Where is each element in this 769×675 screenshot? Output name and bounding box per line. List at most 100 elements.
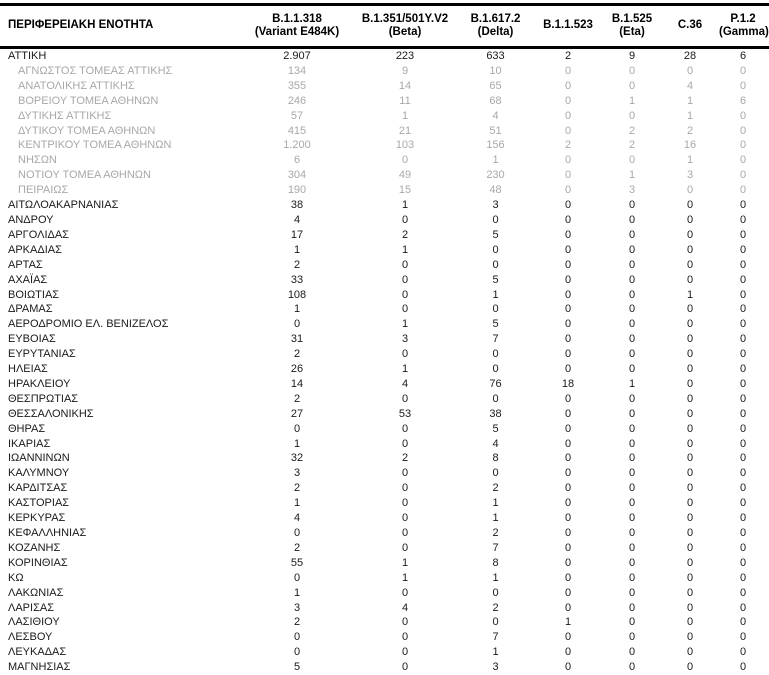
value-cell: 0 [456,347,535,362]
value-cell: 1 [456,288,535,303]
value-cell: 0 [456,392,535,407]
value-cell: 0 [663,466,717,481]
value-cell: 17 [240,228,354,243]
value-cell: 0 [663,392,717,407]
value-cell: 0 [717,541,769,556]
value-cell: 0 [663,273,717,288]
value-cell: 4 [456,109,535,124]
value-cell: 0 [354,422,456,437]
value-cell: 0 [535,332,601,347]
value-cell: 0 [354,213,456,228]
value-cell: 0 [535,481,601,496]
value-cell: 0 [663,183,717,198]
value-cell: 0 [535,392,601,407]
column-header-label: P.1.2 [730,13,755,25]
value-cell: 0 [717,645,769,660]
value-cell: 0 [535,451,601,466]
value-cell: 0 [535,183,601,198]
value-cell: 2 [240,541,354,556]
value-cell: 5 [456,317,535,332]
value-cell: 0 [663,571,717,586]
region-name-cell: ΚΕΝΤΡΙΚΟΥ ΤΟΜΕΑ ΑΘΗΝΩΝ [0,138,240,153]
region-name-cell: ΘΗΡΑΣ [0,422,240,437]
region-name-cell: ΚΟΡΙΝΘΙΑΣ [0,556,240,571]
value-cell: 1 [456,153,535,168]
value-cell: 51 [456,124,535,139]
value-cell: 0 [456,213,535,228]
value-cell: 0 [535,630,601,645]
value-cell: 0 [601,437,663,452]
value-cell: 14 [240,377,354,392]
value-cell: 103 [354,138,456,153]
region-name-cell: ΚΑΡΔΙΤΣΑΣ [0,481,240,496]
value-cell: 0 [535,586,601,601]
value-cell: 5 [456,273,535,288]
value-cell: 0 [717,183,769,198]
region-name-cell: ΑΡΤΑΣ [0,258,240,273]
value-cell: 0 [601,347,663,362]
value-cell: 0 [717,422,769,437]
region-name-cell: ΛΑΣΙΘΙΟΥ [0,615,240,630]
value-cell: 0 [717,466,769,481]
value-cell: 0 [663,601,717,616]
value-cell: 0 [535,347,601,362]
value-cell: 0 [717,198,769,213]
value-cell: 0 [601,407,663,422]
value-cell: 0 [535,273,601,288]
value-cell: 5 [456,228,535,243]
value-cell: 0 [663,258,717,273]
value-cell: 0 [601,556,663,571]
value-cell: 0 [535,556,601,571]
value-cell: 0 [717,362,769,377]
value-cell: 0 [717,273,769,288]
value-cell: 57 [240,109,354,124]
value-cell: 0 [535,258,601,273]
value-cell: 0 [601,615,663,630]
value-cell: 0 [717,138,769,153]
value-cell: 0 [717,556,769,571]
value-cell: 0 [456,258,535,273]
column-header-b16172: B.1.617.2 (Delta) [456,5,535,48]
value-cell: 7 [456,541,535,556]
value-cell: 7 [456,332,535,347]
region-name-cell: ΑΝΔΡΟΥ [0,213,240,228]
value-cell: 0 [240,422,354,437]
value-cell: 0 [663,541,717,556]
value-cell: 2 [456,601,535,616]
value-cell: 246 [240,94,354,109]
value-cell: 0 [601,645,663,660]
value-cell: 1 [601,94,663,109]
value-cell: 0 [535,407,601,422]
value-cell: 0 [663,332,717,347]
column-header-sublabel: (Beta) [356,26,454,40]
value-cell: 415 [240,124,354,139]
value-cell: 0 [601,496,663,511]
value-cell: 0 [354,586,456,601]
value-cell: 0 [663,347,717,362]
value-cell: 48 [456,183,535,198]
value-cell: 1 [456,496,535,511]
region-name-cell: ΑΡΚΑΔΙΑΣ [0,243,240,258]
column-header-c36: C.36 [663,5,717,48]
value-cell: 0 [717,437,769,452]
value-cell: 0 [535,437,601,452]
value-cell: 0 [240,571,354,586]
header-row: ΠΕΡΙΦΕΡΕΙΑΚΗ ΕΝΟΤΗΤΑ B.1.1.318 (Variant … [0,5,769,48]
value-cell: 230 [456,168,535,183]
value-cell: 0 [601,79,663,94]
value-cell: 31 [240,332,354,347]
value-cell: 0 [663,64,717,79]
value-cell: 0 [663,198,717,213]
value-cell: 0 [663,377,717,392]
value-cell: 0 [601,630,663,645]
value-cell: 9 [354,64,456,79]
